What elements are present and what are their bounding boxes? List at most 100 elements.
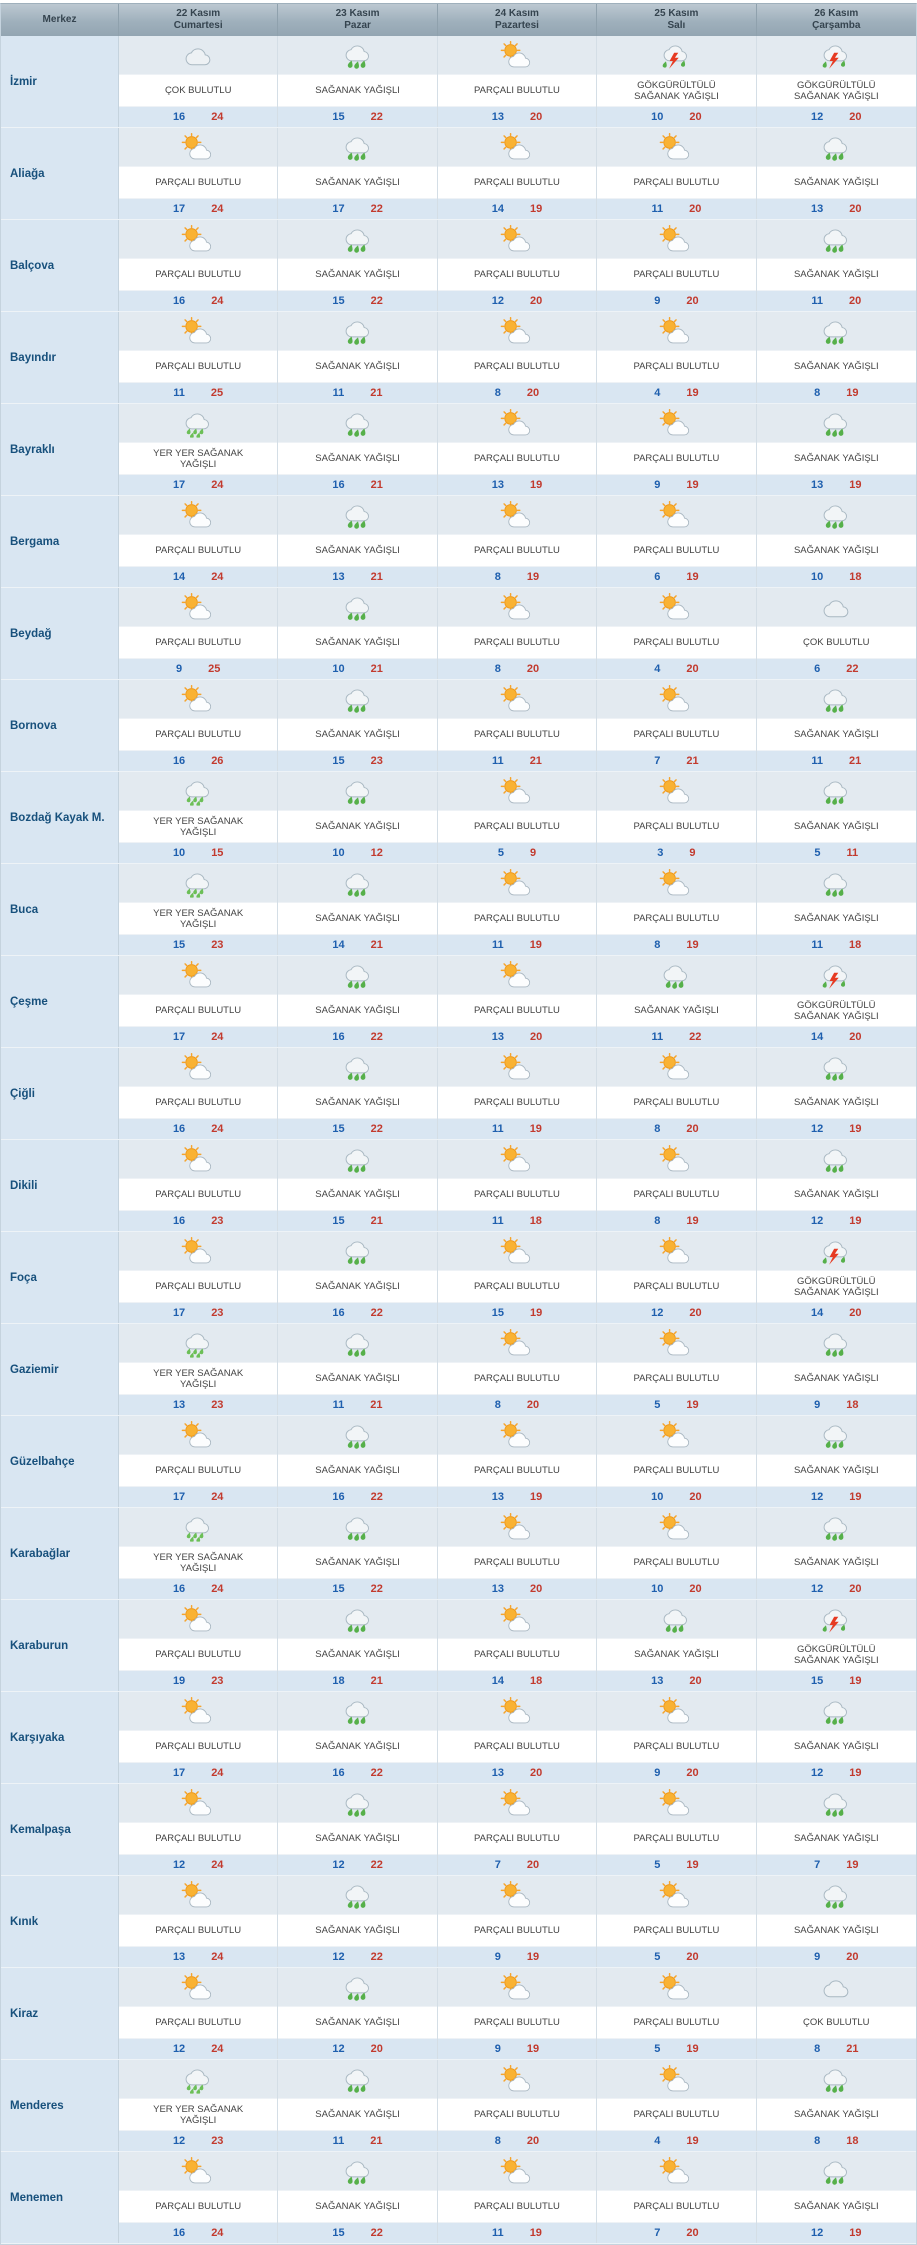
district-name[interactable]: Karşıyaka (1, 1692, 119, 1783)
forecast-cell: PARÇALI BULUTLU 12 24 (119, 1784, 279, 1875)
max-temp: 20 (686, 1767, 699, 1779)
min-temp: 12 (651, 1307, 664, 1319)
district-name[interactable]: Karaburun (1, 1600, 119, 1691)
table-row: Dikili PARÇALI BULUTLU 16 23 SAĞANAK YAĞIŞLI… (1, 1140, 916, 1232)
condition-cell: SAĞANAK YAĞIŞLI (278, 1363, 437, 1394)
partly-cloudy-icon (654, 1788, 698, 1818)
icon-cell (597, 312, 756, 351)
condition-label: PARÇALI BULUTLU (474, 1741, 560, 1752)
min-temp: 9 (814, 1399, 821, 1411)
district-name[interactable]: Dikili (1, 1140, 119, 1231)
district-name[interactable]: Beydağ (1, 588, 119, 679)
showers-icon (814, 132, 858, 162)
temperature-range: 5 11 (756, 842, 916, 863)
forecast-cell: PARÇALI BULUTLU 14 24 (119, 496, 279, 587)
condition-cell: PARÇALI BULUTLU (597, 1087, 756, 1118)
condition-cell: YER YER SAĞANAK YAĞIŞLI (119, 1547, 278, 1578)
icon-cell (437, 1416, 597, 1455)
condition-label: SAĞANAK YAĞIŞLI (315, 1925, 400, 1936)
condition-cell: PARÇALI BULUTLU (437, 1547, 597, 1578)
condition-label: PARÇALI BULUTLU (474, 177, 560, 188)
icon-cell (756, 220, 916, 259)
showers-icon (336, 2156, 380, 2186)
district-name[interactable]: Kemalpaşa (1, 1784, 119, 1875)
min-temp: 8 (494, 663, 501, 675)
condition-cell: SAĞANAK YAĞIŞLI (756, 1823, 916, 1854)
temperature-range: 11 21 (437, 750, 597, 771)
district-name[interactable]: Menderes (1, 2060, 119, 2151)
min-temp: 7 (654, 755, 661, 767)
condition-cell: SAĞANAK YAĞIŞLI (756, 1179, 916, 1210)
partly-cloudy-icon (176, 592, 220, 622)
condition-label: PARÇALI BULUTLU (155, 637, 242, 648)
showers-icon (654, 960, 698, 990)
condition-label: GÖKGÜRÜLTÜLÜ SAĞANAK YAĞIŞLI (793, 999, 879, 1022)
icon-cell (756, 1324, 916, 1363)
district-name[interactable]: Çiğli (1, 1048, 119, 1139)
partly-cloudy-icon (176, 132, 220, 162)
min-temp: 11 (811, 755, 823, 767)
temperature-range: 13 20 (437, 1762, 597, 1783)
icon-cell (119, 2152, 278, 2191)
district-name[interactable]: Kiraz (1, 1968, 119, 2059)
district-name[interactable]: Bergama (1, 496, 119, 587)
district-name[interactable]: Balçova (1, 220, 119, 311)
forecast-cell: PARÇALI BULUTLU 10 20 (597, 1508, 757, 1599)
district-name[interactable]: İzmir (1, 36, 119, 127)
icon-cell (756, 772, 916, 811)
max-temp: 19 (686, 2043, 699, 2055)
temperature-range: 15 21 (278, 1210, 437, 1231)
showers-icon (814, 1420, 858, 1450)
district-name[interactable]: Bayraklı (1, 404, 119, 495)
max-temp: 20 (686, 1123, 699, 1135)
forecast-cell: SAĞANAK YAĞIŞLI 10 18 (756, 496, 916, 587)
district-name[interactable]: Çeşme (1, 956, 119, 1047)
icon-cell (278, 1692, 437, 1731)
forecast-cell: SAĞANAK YAĞIŞLI 11 21 (278, 312, 438, 403)
min-temp: 8 (494, 387, 501, 399)
max-temp: 24 (211, 203, 224, 215)
district-name[interactable]: Kınık (1, 1876, 119, 1967)
condition-cell: SAĞANAK YAĞIŞLI (278, 351, 437, 382)
max-temp: 19 (849, 1767, 862, 1779)
temperature-range: 12 19 (756, 1118, 916, 1139)
district-name[interactable]: Güzelbahçe (1, 1416, 119, 1507)
temperature-range: 9 19 (597, 474, 756, 495)
icon-cell (437, 1140, 597, 1179)
min-temp: 9 (494, 1951, 501, 1963)
header-day-date: 24 Kasım (495, 8, 539, 19)
district-name[interactable]: Bozdağ Kayak M. (1, 772, 119, 863)
showers-icon (814, 776, 858, 806)
condition-label: SAĞANAK YAĞIŞLI (315, 913, 400, 924)
icon-cell (119, 588, 278, 627)
icon-cell (119, 1784, 278, 1823)
icon-cell (437, 1508, 597, 1547)
icon-cell (278, 956, 437, 995)
district-name[interactable]: Gaziemir (1, 1324, 119, 1415)
district-name[interactable]: Buca (1, 864, 119, 955)
condition-cell: SAĞANAK YAĞIŞLI (756, 719, 916, 750)
district-label: Çiğli (10, 1087, 35, 1100)
temperature-range: 11 22 (597, 1026, 756, 1047)
forecast-cell: SAĞANAK YAĞIŞLI 9 20 (756, 1876, 916, 1967)
district-name[interactable]: Karabağlar (1, 1508, 119, 1599)
temperature-range: 8 20 (437, 382, 597, 403)
district-name[interactable]: Bornova (1, 680, 119, 771)
forecast-cell: SAĞANAK YAĞIŞLI 15 22 (278, 220, 438, 311)
condition-cell: YER YER SAĞANAK YAĞIŞLI (119, 903, 278, 934)
district-name[interactable]: Aliağa (1, 128, 119, 219)
max-temp: 20 (529, 1583, 543, 1595)
condition-cell: SAĞANAK YAĞIŞLI (756, 1363, 916, 1394)
min-temp: 5 (814, 847, 821, 859)
district-name[interactable]: Bayındır (1, 312, 119, 403)
min-temp: 10 (172, 847, 186, 859)
max-temp: 18 (848, 939, 862, 951)
max-temp: 25 (210, 387, 224, 399)
district-name[interactable]: Foça (1, 1232, 119, 1323)
max-temp: 19 (529, 1123, 542, 1135)
forecast-cell: PARÇALI BULUTLU 13 24 (119, 1876, 279, 1967)
forecast-cell: PARÇALI BULUTLU 16 24 (119, 1048, 279, 1139)
condition-label: ÇOK BULUTLU (803, 2017, 870, 2028)
icon-cell (756, 1048, 916, 1087)
district-name[interactable]: Menemen (1, 2152, 119, 2243)
